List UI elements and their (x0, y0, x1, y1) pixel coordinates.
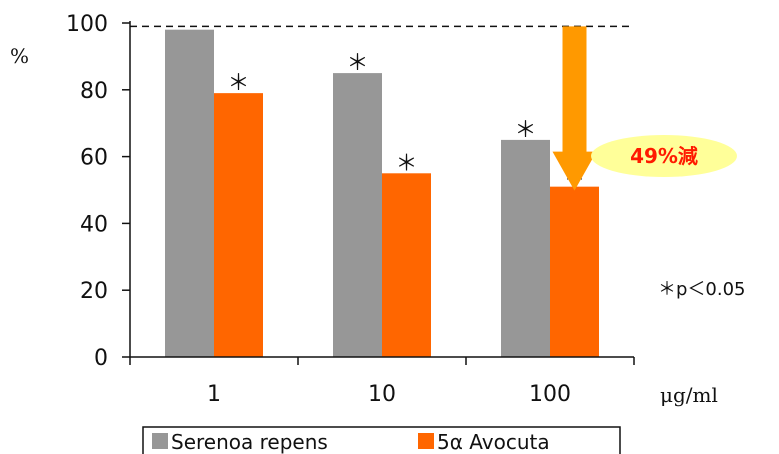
significance-star: ＊ (395, 151, 417, 176)
x-axis-unit: μg/ml (660, 383, 718, 407)
bar-serenoa-100 (501, 139, 550, 357)
x-axis-ticks: 1 10 100 (129, 357, 635, 407)
y-tick-label: 20 (80, 279, 108, 304)
significance-star: ＊ (346, 51, 368, 76)
legend-swatch-serenoa (152, 433, 168, 449)
bar-serenoa-10 (333, 73, 382, 357)
significance-star: ＊ (514, 118, 536, 143)
legend-frame (142, 426, 621, 454)
legend-swatch-avocuta (418, 433, 434, 449)
x-tick-label: 1 (207, 382, 221, 407)
x-tick-label: 100 (529, 382, 571, 407)
significance-markers: ＊＊＊＊＊ (227, 51, 585, 190)
bars (165, 29, 599, 358)
bar-avocuta-1 (214, 93, 263, 357)
down-arrow-icon (552, 26, 597, 191)
legend-label-serenoa: Serenoa repens (171, 430, 328, 454)
callout-text: 49%減 (630, 144, 698, 168)
x-tick-label: 10 (368, 382, 396, 407)
legend-label-avocuta: 5α Avocuta (437, 430, 550, 454)
y-axis-ticks: 0 20 40 60 80 100 (66, 12, 130, 371)
y-tick-label: 60 (80, 146, 108, 171)
y-tick-label: 40 (80, 212, 108, 237)
significance-star: ＊ (227, 71, 249, 96)
bar-avocuta-100 (550, 186, 599, 357)
legend: Serenoa repens 5α Avocuta (142, 426, 621, 454)
reduction-callout: 49%減 (552, 26, 737, 191)
bar-serenoa-1 (165, 29, 214, 358)
y-axis-label: % (10, 44, 29, 68)
y-tick-label: 80 (80, 79, 108, 104)
bar-avocuta-10 (382, 173, 431, 357)
y-tick-label: 100 (66, 12, 108, 37)
callout-bubble (591, 135, 737, 177)
significance-note: ＊p＜0.05 (658, 279, 746, 300)
y-tick-label: 0 (94, 346, 108, 371)
